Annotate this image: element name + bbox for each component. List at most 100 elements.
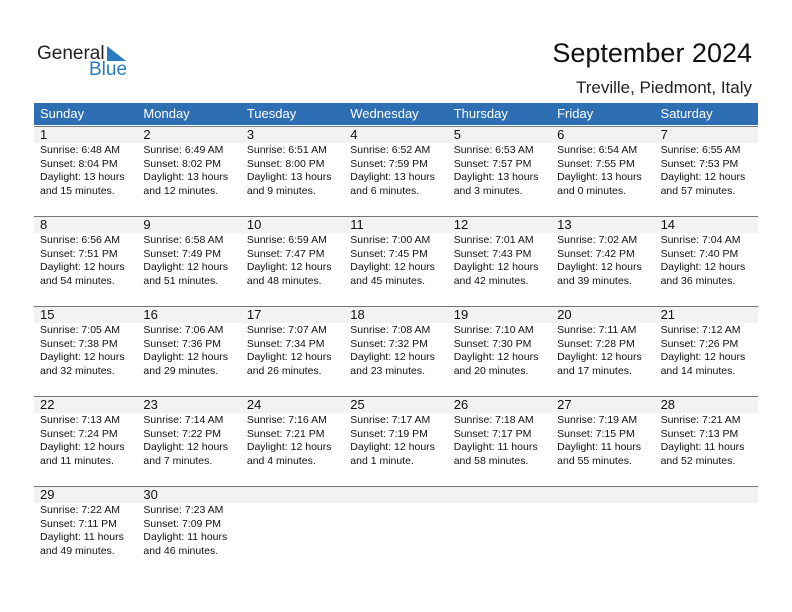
day-number: 24 <box>246 397 262 412</box>
daylight: Daylight: 12 hours <box>246 441 332 453</box>
day-cell: 6 Sunrise: 6:54 AM Sunset: 7:55 PM Daylight… <box>551 126 654 216</box>
daylight: Daylight: 12 hours <box>40 441 125 453</box>
sunrise: Sunrise: 7:02 AM <box>557 234 638 246</box>
sunset: Sunset: 7:19 PM <box>350 427 428 440</box>
day-number: 26 <box>453 397 469 412</box>
daylight: Daylight: 11 hours <box>557 441 641 453</box>
daylight: Daylight: 13 hours <box>453 171 539 183</box>
daylight-minutes: and 51 minutes. <box>143 274 219 287</box>
day-number: 18 <box>350 307 365 322</box>
sunrise: Sunrise: 7:14 AM <box>143 414 224 426</box>
week-row: 8 Sunrise: 6:56 AM Sunset: 7:51 PM Daylight… <box>34 216 758 306</box>
logo-text-blue: Blue <box>89 59 128 80</box>
day-number: 20 <box>557 307 572 322</box>
sunrise: Sunrise: 6:58 AM <box>143 234 224 246</box>
day-number: 17 <box>246 307 262 322</box>
daylight-minutes: and 54 minutes. <box>40 274 115 287</box>
daylight-minutes: and 3 minutes. <box>453 184 523 197</box>
daylight: Daylight: 11 hours <box>40 531 124 543</box>
day-number: 6 <box>557 127 565 142</box>
daylight: Daylight: 12 hours <box>557 351 642 363</box>
day-cell: 9 Sunrise: 6:58 AM Sunset: 7:49 PM Daylight… <box>137 216 240 306</box>
sunset: Sunset: 7:40 PM <box>660 247 739 260</box>
sunset: Sunset: 7:45 PM <box>350 247 428 260</box>
daylight-minutes: and 26 minutes. <box>246 364 322 377</box>
week-row: 29 Sunrise: 7:22 AM Sunset: 7:11 PM Dayligh… <box>34 486 758 576</box>
sunset: Sunset: 7:24 PM <box>40 427 118 440</box>
sunrise: Sunrise: 6:55 AM <box>660 144 741 156</box>
day-cell: 22 Sunrise: 7:13 AM Sunset: 7:24 PM Dayligh… <box>34 396 137 486</box>
sunset: Sunset: 7:59 PM <box>350 157 428 170</box>
day-cell: 23 Sunrise: 7:14 AM Sunset: 7:22 PM Dayligh… <box>137 396 240 486</box>
daylight: Daylight: 13 hours <box>143 171 229 183</box>
daylight-minutes: and 7 minutes. <box>143 454 213 467</box>
logo-triangle-icon <box>107 46 126 61</box>
sunrise: Sunrise: 7:07 AM <box>246 324 327 336</box>
daylight-minutes: and 0 minutes. <box>557 184 627 197</box>
sunset: Sunset: 7:26 PM <box>660 337 739 350</box>
daylight-minutes: and 6 minutes. <box>350 184 420 197</box>
day-cell: 21 Sunrise: 7:12 AM Sunset: 7:26 PM Dayligh… <box>655 306 758 396</box>
daylight-minutes: and 14 minutes. <box>660 364 736 377</box>
sunset: Sunset: 7:28 PM <box>557 337 635 350</box>
day-cell: 27 Sunrise: 7:19 AM Sunset: 7:15 PM Dayligh… <box>551 396 654 486</box>
day-number: 9 <box>143 217 151 232</box>
sunrise: Sunrise: 6:51 AM <box>246 144 327 156</box>
day-number: 5 <box>453 127 461 142</box>
date-band <box>34 306 758 323</box>
day-number: 11 <box>350 217 364 232</box>
daylight: Daylight: 12 hours <box>453 351 539 363</box>
daylight: Daylight: 12 hours <box>143 441 229 453</box>
day-number: 2 <box>143 127 151 142</box>
day-number: 22 <box>40 397 55 412</box>
weekday-thursday: Thursday <box>453 106 508 121</box>
day-cell: 14 Sunrise: 7:04 AM Sunset: 7:40 PM Dayligh… <box>655 216 758 306</box>
day-cell: 5 Sunrise: 6:53 AM Sunset: 7:57 PM Daylight… <box>448 126 551 216</box>
day-number: 4 <box>350 127 358 142</box>
week-row: 22 Sunrise: 7:13 AM Sunset: 7:24 PM Dayligh… <box>34 396 758 486</box>
sunrise: Sunrise: 7:21 AM <box>660 414 741 426</box>
day-cell: 19 Sunrise: 7:10 AM Sunset: 7:30 PM Dayligh… <box>448 306 551 396</box>
sunset: Sunset: 7:15 PM <box>557 427 635 440</box>
sunrise: Sunrise: 7:23 AM <box>143 504 224 516</box>
daylight-minutes: and 23 minutes. <box>350 364 425 377</box>
daylight: Daylight: 11 hours <box>660 441 745 453</box>
sunset: Sunset: 7:51 PM <box>40 247 118 260</box>
daylight: Daylight: 12 hours <box>350 261 435 273</box>
day-number: 27 <box>557 397 572 412</box>
daylight: Daylight: 12 hours <box>143 351 229 363</box>
day-cell: 13 Sunrise: 7:02 AM Sunset: 7:42 PM Dayligh… <box>551 216 654 306</box>
sunrise: Sunrise: 6:53 AM <box>453 144 534 156</box>
day-number: 7 <box>660 127 668 142</box>
daylight-minutes: and 42 minutes. <box>453 274 529 287</box>
daylight-minutes: and 45 minutes. <box>350 274 425 287</box>
day-number: 12 <box>453 217 469 232</box>
day-number: 19 <box>453 307 469 322</box>
sunset: Sunset: 7:09 PM <box>143 517 222 530</box>
sunrise: Sunrise: 7:16 AM <box>246 414 327 426</box>
daylight: Daylight: 13 hours <box>40 171 125 183</box>
day-cell: 2 Sunrise: 6:49 AM Sunset: 8:02 PM Daylight… <box>137 126 240 216</box>
sunset: Sunset: 7:38 PM <box>40 337 118 350</box>
date-band <box>34 126 758 143</box>
sunrise: Sunrise: 7:22 AM <box>40 504 120 516</box>
weekday-wednesday: Wednesday <box>350 106 419 121</box>
daylight: Daylight: 12 hours <box>557 261 642 273</box>
day-cell: 12 Sunrise: 7:01 AM Sunset: 7:43 PM Dayligh… <box>448 216 551 306</box>
sunset: Sunset: 7:43 PM <box>453 247 532 260</box>
day-cell: 8 Sunrise: 6:56 AM Sunset: 7:51 PM Daylight… <box>34 216 137 306</box>
sunrise: Sunrise: 7:12 AM <box>660 324 741 336</box>
sunset: Sunset: 7:57 PM <box>453 157 532 170</box>
daylight: Daylight: 13 hours <box>350 171 435 183</box>
daylight-minutes: and 32 minutes. <box>40 364 115 377</box>
daylight: Daylight: 12 hours <box>246 351 332 363</box>
sunset: Sunset: 7:42 PM <box>557 247 635 260</box>
daylight-minutes: and 17 minutes. <box>557 364 632 377</box>
day-cell: 26 Sunrise: 7:18 AM Sunset: 7:17 PM Dayligh… <box>448 396 551 486</box>
sunrise: Sunrise: 7:00 AM <box>350 234 431 246</box>
day-cell: 29 Sunrise: 7:22 AM Sunset: 7:11 PM Dayligh… <box>34 486 137 576</box>
day-number: 28 <box>660 397 676 412</box>
daylight-minutes: and 48 minutes. <box>246 274 322 287</box>
sunset: Sunset: 7:32 PM <box>350 337 428 350</box>
day-number: 30 <box>143 487 158 502</box>
